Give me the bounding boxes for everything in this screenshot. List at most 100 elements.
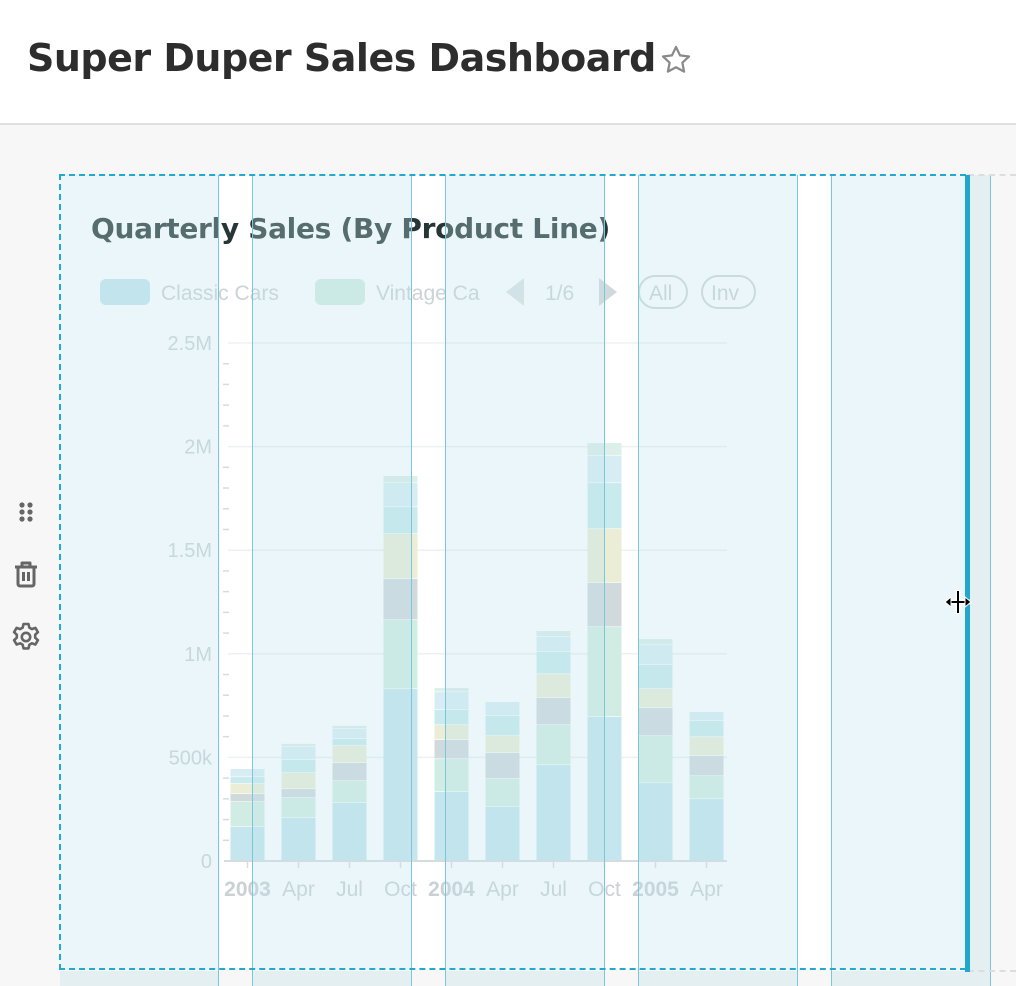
bar-segment[interactable] <box>587 483 622 529</box>
bar-segment[interactable] <box>485 702 520 716</box>
legend-label[interactable]: Vintage Ca <box>376 282 480 305</box>
bar-segment[interactable] <box>434 687 469 692</box>
bar-segment[interactable] <box>587 529 622 583</box>
bar-segment[interactable] <box>281 817 316 861</box>
bar-segment[interactable] <box>383 620 418 689</box>
bar-segment[interactable] <box>383 534 418 579</box>
bar-segment[interactable] <box>281 798 316 818</box>
bar-segment[interactable] <box>281 759 316 773</box>
bar-segment[interactable] <box>332 725 367 729</box>
bar-segment[interactable] <box>485 736 520 753</box>
bar-segment[interactable] <box>536 697 571 725</box>
bar-segment[interactable] <box>638 639 673 645</box>
trash-icon[interactable] <box>10 558 42 590</box>
bar-segment[interactable] <box>332 762 367 781</box>
bar-segment[interactable] <box>383 507 418 534</box>
bar-segment[interactable] <box>281 789 316 798</box>
bar-segment[interactable] <box>689 737 724 756</box>
bar-segment[interactable] <box>230 783 265 794</box>
legend-prev-arrow-icon[interactable] <box>506 278 524 306</box>
star-outline-icon[interactable] <box>658 43 694 77</box>
bar-segment[interactable] <box>434 692 469 710</box>
bar-segment[interactable] <box>332 729 367 739</box>
x-tick-label: Apr <box>690 878 723 901</box>
bar-segment[interactable] <box>485 753 520 779</box>
bar-segment[interactable] <box>230 777 265 784</box>
bar-segment[interactable] <box>587 443 622 456</box>
bar-segment[interactable] <box>638 708 673 736</box>
bar-segment[interactable] <box>536 765 571 861</box>
bar-segment[interactable] <box>536 674 571 698</box>
bar-segment[interactable] <box>587 716 622 861</box>
x-tick-label: Apr <box>486 878 519 901</box>
y-tick-label: 1M <box>184 644 212 666</box>
bar-segment[interactable] <box>383 476 418 483</box>
legend-label[interactable]: Classic Cars <box>161 282 279 305</box>
bar-segment[interactable] <box>383 579 418 620</box>
bar-segment[interactable] <box>332 738 367 746</box>
legend-next-arrow-icon[interactable] <box>599 278 617 306</box>
dashboard-header: Super Duper Sales Dashboard <box>0 0 1016 125</box>
bar-segment[interactable] <box>638 645 673 665</box>
bar-segment[interactable] <box>536 636 571 652</box>
bar-segment[interactable] <box>281 747 316 760</box>
legend-swatch-vintage-cars[interactable] <box>315 279 365 305</box>
bar-segment[interactable] <box>332 746 367 763</box>
bar-segment[interactable] <box>434 792 469 861</box>
bar-segment[interactable] <box>689 776 724 799</box>
x-tick-label: Jul <box>540 878 567 901</box>
resize-cursor-icon <box>944 590 972 614</box>
bar-segment[interactable] <box>689 799 724 861</box>
bar-segment[interactable] <box>230 827 265 861</box>
bar-segment[interactable] <box>485 715 520 736</box>
bar-segment[interactable] <box>230 769 265 777</box>
bar-segment[interactable] <box>434 709 469 725</box>
y-tick-label: 2.5M <box>168 333 212 355</box>
bar-segment[interactable] <box>434 725 469 740</box>
bar-segment[interactable] <box>638 736 673 783</box>
y-tick-label: 2M <box>184 437 212 459</box>
x-tick-label: 2005 <box>632 878 679 901</box>
dashboard-title: Super Duper Sales Dashboard <box>27 36 656 80</box>
bar-segment[interactable] <box>587 627 622 717</box>
bar-segment[interactable] <box>689 712 724 721</box>
bar-segment[interactable] <box>383 689 418 861</box>
bar-segment[interactable] <box>638 783 673 861</box>
bar-segment[interactable] <box>485 778 520 807</box>
bar-segment[interactable] <box>332 781 367 803</box>
bar-segment[interactable] <box>536 631 571 637</box>
y-tick-label: 1.5M <box>168 540 212 562</box>
x-tick-label: 2003 <box>224 878 271 901</box>
bar-segment[interactable] <box>230 794 265 802</box>
x-tick-label: Apr <box>282 878 315 901</box>
bar-segment[interactable] <box>230 801 265 827</box>
legend-inv-button[interactable] <box>701 275 756 309</box>
bar-segment[interactable] <box>587 455 622 483</box>
bar-segment[interactable] <box>332 802 367 861</box>
bar-segment[interactable] <box>689 755 724 776</box>
resize-handle-right[interactable] <box>965 175 970 972</box>
legend-all-button[interactable] <box>638 275 688 309</box>
legend-inv-label[interactable]: Inv <box>711 282 740 305</box>
bar-segment[interactable] <box>434 759 469 792</box>
bar-segment[interactable] <box>689 720 724 737</box>
drag-handle-icon[interactable] <box>10 497 42 529</box>
y-tick-label: 500k <box>169 747 213 769</box>
bar-segment[interactable] <box>281 772 316 789</box>
bar-segment[interactable] <box>638 664 673 689</box>
legend-all-label[interactable]: All <box>649 282 672 305</box>
bar-segment[interactable] <box>587 582 622 627</box>
bar-segment[interactable] <box>281 743 316 747</box>
bar-segment[interactable] <box>485 806 520 861</box>
x-tick-label: 2004 <box>428 878 475 901</box>
legend-page-indicator: 1/6 <box>545 282 574 305</box>
bar-segment[interactable] <box>536 651 571 674</box>
gear-icon[interactable] <box>10 621 42 653</box>
bar-segment[interactable] <box>434 739 469 759</box>
bar-segment[interactable] <box>383 483 418 507</box>
bar-segment[interactable] <box>638 689 673 708</box>
legend-swatch-classic-cars[interactable] <box>100 279 150 305</box>
bar-segment[interactable] <box>536 725 571 765</box>
chart-title: Quarterly Sales (By Product Line) <box>91 212 610 245</box>
